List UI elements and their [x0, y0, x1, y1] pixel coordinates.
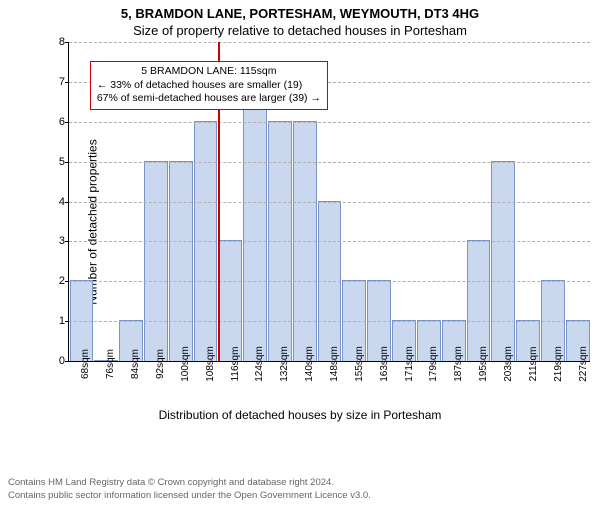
- x-tick-labels: 68sqm76sqm84sqm92sqm100sqm108sqm116sqm12…: [68, 362, 590, 402]
- x-tick-label: 100sqm: [167, 362, 192, 402]
- x-tick-label: 124sqm: [242, 362, 267, 402]
- histogram-bar: [144, 161, 168, 361]
- x-tick-label: 132sqm: [267, 362, 292, 402]
- grid-line: [69, 42, 590, 43]
- y-tick-mark: [65, 202, 69, 203]
- y-tick: 1: [51, 315, 65, 327]
- histogram-bar: [169, 161, 193, 361]
- x-tick-label: 155sqm: [341, 362, 366, 402]
- y-tick: 7: [51, 76, 65, 88]
- histogram-bar: [491, 161, 515, 361]
- info-line-1: 5 BRAMDON LANE: 115sqm: [97, 65, 321, 79]
- info-line-3: 67% of semi-detached houses are larger (…: [97, 92, 321, 106]
- y-tick-mark: [65, 241, 69, 242]
- x-tick-label: 195sqm: [466, 362, 491, 402]
- x-tick-label: 140sqm: [292, 362, 317, 402]
- footer-line-1: Contains HM Land Registry data © Crown c…: [8, 477, 371, 489]
- x-tick-label: 211sqm: [515, 362, 540, 402]
- histogram-bar: [467, 240, 491, 361]
- y-tick: 2: [51, 275, 65, 287]
- x-tick-label: 68sqm: [68, 362, 93, 402]
- y-tick-mark: [65, 162, 69, 163]
- histogram-bar: [243, 81, 267, 361]
- footer-line-2: Contains public sector information licen…: [8, 490, 371, 502]
- grid-line: [69, 241, 590, 242]
- histogram-bar: [218, 240, 242, 361]
- chart-subtitle: Size of property relative to detached ho…: [0, 23, 600, 38]
- y-tick: 6: [51, 116, 65, 128]
- x-tick-label: 227sqm: [565, 362, 590, 402]
- x-tick-label: 203sqm: [491, 362, 516, 402]
- x-tick-label: 148sqm: [317, 362, 342, 402]
- footer-attribution: Contains HM Land Registry data © Crown c…: [8, 477, 371, 502]
- y-tick-mark: [65, 42, 69, 43]
- y-tick: 5: [51, 156, 65, 168]
- grid-line: [69, 162, 590, 163]
- grid-line: [69, 321, 590, 322]
- y-tick-mark: [65, 281, 69, 282]
- x-tick-label: 163sqm: [366, 362, 391, 402]
- chart-area: Number of detached properties 5 BRAMDON …: [50, 42, 590, 402]
- x-tick-label: 187sqm: [441, 362, 466, 402]
- x-tick-label: 116sqm: [217, 362, 242, 402]
- info-box: 5 BRAMDON LANE: 115sqm ← 33% of detached…: [90, 61, 328, 110]
- y-tick-mark: [65, 122, 69, 123]
- x-tick-label: 76sqm: [93, 362, 118, 402]
- x-tick-label: 92sqm: [143, 362, 168, 402]
- grid-line: [69, 281, 590, 282]
- plot-region: 5 BRAMDON LANE: 115sqm ← 33% of detached…: [68, 42, 590, 362]
- info-line-2: ← 33% of detached houses are smaller (19…: [97, 79, 321, 93]
- x-tick-label: 108sqm: [192, 362, 217, 402]
- x-tick-label: 171sqm: [391, 362, 416, 402]
- y-tick: 8: [51, 36, 65, 48]
- y-tick: 4: [51, 196, 65, 208]
- x-axis-title: Distribution of detached houses by size …: [0, 408, 600, 422]
- y-tick: 0: [51, 355, 65, 367]
- x-tick-label: 179sqm: [416, 362, 441, 402]
- y-tick: 3: [51, 235, 65, 247]
- y-tick-mark: [65, 321, 69, 322]
- grid-line: [69, 202, 590, 203]
- x-tick-label: 84sqm: [118, 362, 143, 402]
- chart-title: 5, BRAMDON LANE, PORTESHAM, WEYMOUTH, DT…: [0, 6, 600, 21]
- x-tick-label: 219sqm: [540, 362, 565, 402]
- y-tick-mark: [65, 82, 69, 83]
- grid-line: [69, 122, 590, 123]
